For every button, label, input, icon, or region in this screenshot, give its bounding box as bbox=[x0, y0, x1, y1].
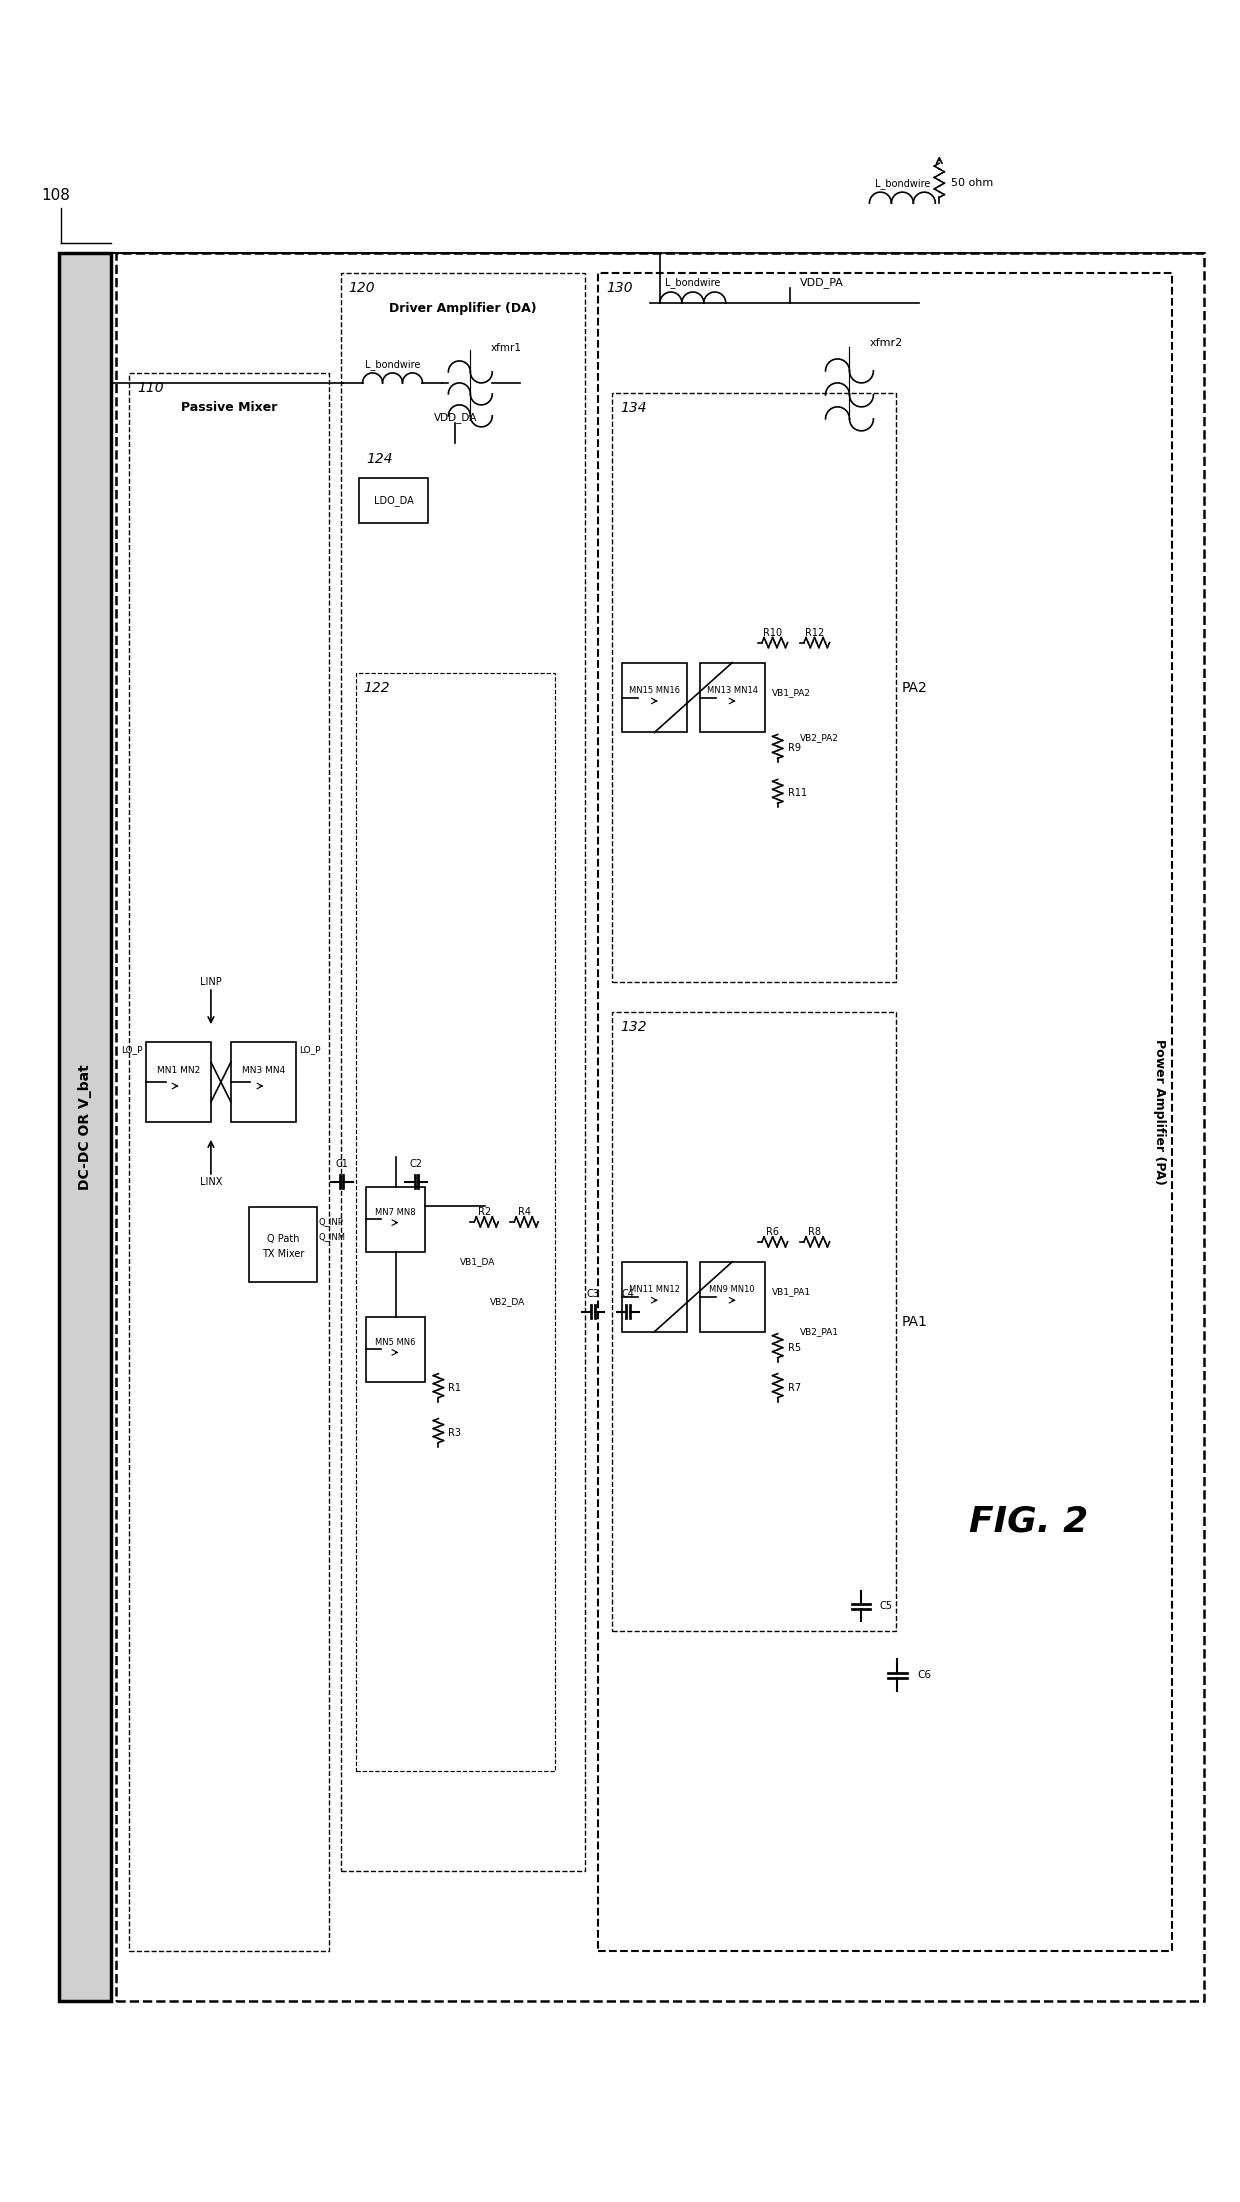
Text: L_bondwire: L_bondwire bbox=[874, 178, 930, 189]
Text: R5: R5 bbox=[787, 1343, 801, 1352]
Bar bbox=[598, 273, 1172, 1951]
Text: MN9 MN10: MN9 MN10 bbox=[709, 1286, 755, 1295]
Text: 120: 120 bbox=[348, 282, 376, 295]
Bar bbox=[699, 663, 765, 733]
Text: LINP: LINP bbox=[200, 978, 222, 986]
Bar bbox=[341, 273, 585, 1872]
Text: 108: 108 bbox=[41, 187, 71, 203]
Text: C2: C2 bbox=[410, 1158, 423, 1169]
Text: xfmr2: xfmr2 bbox=[869, 337, 903, 348]
Text: R11: R11 bbox=[787, 788, 807, 799]
Bar bbox=[60, 253, 112, 2002]
Text: R7: R7 bbox=[787, 1383, 801, 1392]
Text: Q Path: Q Path bbox=[267, 1235, 299, 1244]
Text: 122: 122 bbox=[363, 680, 391, 694]
Text: 130: 130 bbox=[606, 282, 632, 295]
Text: 134: 134 bbox=[620, 401, 646, 414]
Text: VB2_DA: VB2_DA bbox=[490, 1297, 526, 1306]
Bar bbox=[699, 1262, 765, 1332]
Text: Driver Amplifier (DA): Driver Amplifier (DA) bbox=[389, 302, 537, 315]
Text: VDD_DA: VDD_DA bbox=[434, 412, 477, 423]
Text: C1: C1 bbox=[335, 1158, 348, 1169]
Text: MN15 MN16: MN15 MN16 bbox=[629, 687, 680, 696]
Bar bbox=[358, 478, 429, 522]
Text: VB2_PA1: VB2_PA1 bbox=[800, 1328, 838, 1337]
Text: LO_P: LO_P bbox=[299, 1046, 320, 1055]
Bar bbox=[622, 663, 687, 733]
Text: R8: R8 bbox=[808, 1227, 821, 1238]
Text: MN7 MN8: MN7 MN8 bbox=[376, 1209, 415, 1218]
Text: Passive Mixer: Passive Mixer bbox=[181, 401, 277, 414]
Bar bbox=[249, 1207, 316, 1282]
Text: R4: R4 bbox=[518, 1207, 531, 1218]
Text: DC-DC OR V_bat: DC-DC OR V_bat bbox=[78, 1064, 92, 1189]
Text: FIG. 2: FIG. 2 bbox=[970, 1504, 1089, 1539]
Text: L_bondwire: L_bondwire bbox=[665, 277, 720, 288]
Text: VB1_PA2: VB1_PA2 bbox=[771, 687, 811, 698]
Text: 50 ohm: 50 ohm bbox=[951, 178, 993, 187]
Text: MN3 MN4: MN3 MN4 bbox=[242, 1066, 285, 1075]
Text: LINX: LINX bbox=[200, 1176, 222, 1187]
Text: R3: R3 bbox=[449, 1427, 461, 1438]
Text: 124: 124 bbox=[367, 451, 393, 467]
Text: VB1_PA1: VB1_PA1 bbox=[771, 1288, 811, 1297]
Bar bbox=[146, 1042, 211, 1123]
Text: R2: R2 bbox=[477, 1207, 491, 1218]
Text: LO_P: LO_P bbox=[122, 1046, 143, 1055]
Text: 110: 110 bbox=[138, 381, 164, 394]
Text: Q_INM: Q_INM bbox=[319, 1233, 346, 1242]
Bar bbox=[622, 1262, 687, 1332]
Text: R1: R1 bbox=[449, 1383, 461, 1392]
Bar bbox=[117, 253, 1204, 2002]
Text: R6: R6 bbox=[766, 1227, 779, 1238]
Text: C4: C4 bbox=[621, 1288, 635, 1299]
Text: PA1: PA1 bbox=[901, 1315, 928, 1328]
Text: Q_INP: Q_INP bbox=[319, 1218, 343, 1227]
Text: R12: R12 bbox=[805, 628, 825, 639]
Text: VDD_PA: VDD_PA bbox=[800, 277, 843, 288]
Text: xfmr1: xfmr1 bbox=[490, 344, 521, 352]
Text: MN5 MN6: MN5 MN6 bbox=[376, 1339, 415, 1348]
Bar bbox=[613, 392, 897, 982]
Text: R9: R9 bbox=[787, 744, 801, 753]
Text: C6: C6 bbox=[918, 1671, 931, 1680]
Bar bbox=[366, 1317, 425, 1381]
Text: Power Amplifier (PA): Power Amplifier (PA) bbox=[1153, 1039, 1167, 1185]
Bar bbox=[231, 1042, 295, 1123]
Text: 132: 132 bbox=[620, 1020, 646, 1035]
Text: TX Mixer: TX Mixer bbox=[262, 1249, 304, 1260]
Text: VB2_PA2: VB2_PA2 bbox=[800, 733, 838, 742]
Text: R10: R10 bbox=[763, 628, 782, 639]
Bar bbox=[129, 372, 329, 1951]
Bar bbox=[366, 1187, 425, 1251]
Bar bbox=[356, 672, 556, 1770]
Text: L_bondwire: L_bondwire bbox=[365, 359, 420, 370]
Text: C3: C3 bbox=[587, 1288, 599, 1299]
Text: VB1_DA: VB1_DA bbox=[460, 1257, 496, 1266]
Text: C5: C5 bbox=[879, 1601, 893, 1612]
Text: MN11 MN12: MN11 MN12 bbox=[629, 1286, 680, 1295]
Text: PA2: PA2 bbox=[901, 680, 928, 694]
Bar bbox=[613, 1013, 897, 1632]
Text: MN1 MN2: MN1 MN2 bbox=[157, 1066, 200, 1075]
Text: LDO_DA: LDO_DA bbox=[373, 495, 413, 506]
Text: MN13 MN14: MN13 MN14 bbox=[707, 687, 758, 696]
